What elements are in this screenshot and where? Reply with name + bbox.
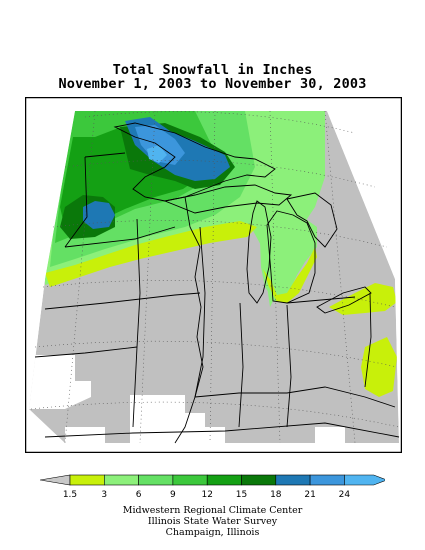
missing-data-south-3	[175, 427, 225, 443]
zone-3-to-6-michigan	[260, 207, 317, 302]
map-title-line-2: November 1, 2003 to November 30, 2003	[58, 76, 367, 92]
outside-domain-west	[25, 111, 75, 409]
zone-1-5-to-3-ohio	[329, 283, 397, 315]
lake-michigan-outline	[246, 200, 272, 304]
state-line-11	[364, 292, 372, 388]
legend-swatch	[309, 474, 345, 486]
state-line-5	[174, 226, 206, 444]
state-line-9	[194, 386, 396, 408]
missing-data-southwest	[29, 355, 91, 409]
zone-1-5-to-3-michigan	[263, 247, 317, 303]
legend-swatch	[104, 474, 139, 486]
upper-peninsula-outline	[163, 184, 293, 214]
map-frame	[25, 97, 402, 453]
state-line-7	[286, 304, 292, 428]
credit-line-3: Champaign, Illinois	[165, 527, 260, 538]
state-line-10	[44, 422, 400, 438]
missing-data-south-4	[315, 427, 345, 443]
legend-swatch	[206, 474, 242, 486]
legend-swatch	[69, 474, 105, 486]
state-line-3	[34, 346, 138, 358]
state-line-13	[84, 152, 126, 158]
lake-huron-outline	[286, 192, 338, 248]
zone-1-5-to-3	[45, 221, 257, 287]
river-line	[184, 196, 204, 398]
lake-erie-outline	[316, 286, 372, 314]
legend-swatch	[138, 474, 174, 486]
legend-swatch	[241, 474, 277, 486]
michigan-lp-outline	[266, 210, 316, 304]
boundaries	[34, 122, 400, 444]
legend-tick-label: 9	[170, 490, 176, 500]
legend-tick-label: 21	[304, 490, 315, 500]
legend-tick-label: 24	[339, 490, 351, 500]
snowfall-map	[25, 97, 402, 453]
state-line-8	[286, 296, 356, 304]
legend-tick-label: 6	[136, 490, 142, 500]
legend-swatch	[40, 474, 71, 486]
zone-1-5-to-3-east	[361, 337, 397, 397]
legend-tick-label: 15	[236, 490, 247, 500]
legend-color-bar	[40, 474, 385, 486]
zone-18-to-21-west	[83, 201, 115, 229]
state-line-12	[64, 156, 88, 248]
legend-swatch	[172, 474, 208, 486]
zone-over-24	[147, 145, 167, 163]
color-legend: 1.5 3 6 9 12 15 18 21 24	[40, 474, 385, 500]
legend-tick-label: 3	[101, 490, 107, 500]
legend-tick-label: 18	[270, 490, 282, 500]
legend-swatch	[275, 474, 311, 486]
legend-swatch	[344, 474, 385, 486]
map-title-line-1: Total Snowfall in Inches	[112, 62, 313, 78]
state-line-1	[64, 226, 176, 248]
legend-tick-labels: 1.5 3 6 9 12 15 18 21 24	[63, 490, 351, 500]
outside-domain-east	[327, 111, 402, 443]
credit-line-2: Illinois State Water Survey	[147, 516, 278, 527]
legend-tick-label: 12	[201, 490, 212, 500]
state-line-4	[132, 218, 141, 428]
credit-line-1: Midwestern Regional Climate Center	[122, 505, 303, 516]
lake-superior-outline	[113, 122, 276, 202]
snowfall-fill-layer	[29, 111, 399, 443]
state-line-6	[238, 302, 244, 428]
legend-tick-label: 1.5	[63, 490, 77, 500]
